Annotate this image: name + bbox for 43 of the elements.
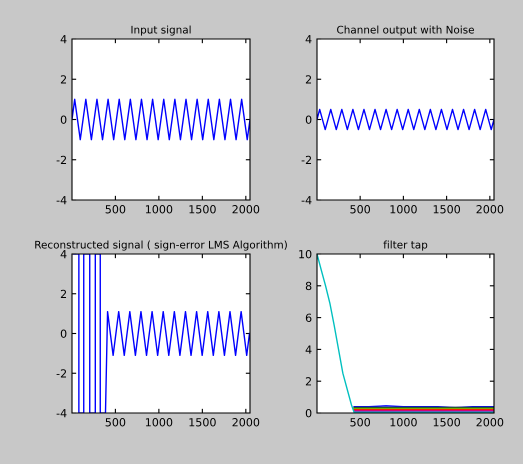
chart-title: Input signal <box>131 26 191 36</box>
x-tick-label: 2000 <box>232 205 260 214</box>
y-tick-label: -4 <box>56 409 67 418</box>
x-tick-label: 500 <box>350 418 370 426</box>
x-tick-label: 2000 <box>476 205 504 214</box>
chart-title: Channel output with Noise <box>337 26 474 36</box>
x-tick-label: 1000 <box>146 418 172 426</box>
y-tick-label: -2 <box>56 369 66 378</box>
y-tick-label: 2 <box>60 290 66 298</box>
x-tick-label: 500 <box>106 205 126 214</box>
x-tick-label: 2000 <box>476 418 504 426</box>
x-tick-label: 1500 <box>434 205 460 214</box>
x-tick-label: 1000 <box>146 205 172 214</box>
y-tick-label: 2 <box>60 75 66 84</box>
y-tick-label: 0 <box>60 329 66 338</box>
x-tick-label: 1500 <box>189 418 216 426</box>
y-tick-label: -2 <box>302 156 312 164</box>
x-tick-label: 500 <box>350 205 370 214</box>
y-tick-label: 8 <box>306 282 312 290</box>
line-series <box>317 254 494 413</box>
x-tick-label: 1000 <box>390 418 417 426</box>
y-tick-label: 0 <box>306 115 312 124</box>
x-tick-label: 500 <box>106 418 126 426</box>
line-series <box>72 254 250 413</box>
y-tick-label: 2 <box>306 377 312 386</box>
y-tick-label: 4 <box>306 35 312 44</box>
y-tick-label: 2 <box>306 75 312 84</box>
x-tick-label: 1500 <box>434 418 460 426</box>
y-tick-label: 6 <box>306 314 312 322</box>
y-tick-label: 0 <box>306 408 312 418</box>
x-tick-label: 1500 <box>189 205 216 214</box>
y-tick-label: -2 <box>56 156 66 164</box>
y-tick-label: 4 <box>60 250 67 258</box>
y-tick-label: -4 <box>56 196 67 204</box>
chart-title: filter tap <box>383 240 428 251</box>
y-tick-label: 0 <box>60 115 66 124</box>
y-tick-label: 4 <box>306 346 312 354</box>
x-tick-label: 2000 <box>232 418 260 426</box>
y-tick-label: 10 <box>299 250 312 258</box>
chart-title: Reconstructed signal ( sign-error LMS Algorithm) <box>35 240 287 251</box>
x-tick-label: 1000 <box>390 205 417 214</box>
y-tick-label: 4 <box>60 35 67 44</box>
y-tick-label: -4 <box>302 196 312 204</box>
